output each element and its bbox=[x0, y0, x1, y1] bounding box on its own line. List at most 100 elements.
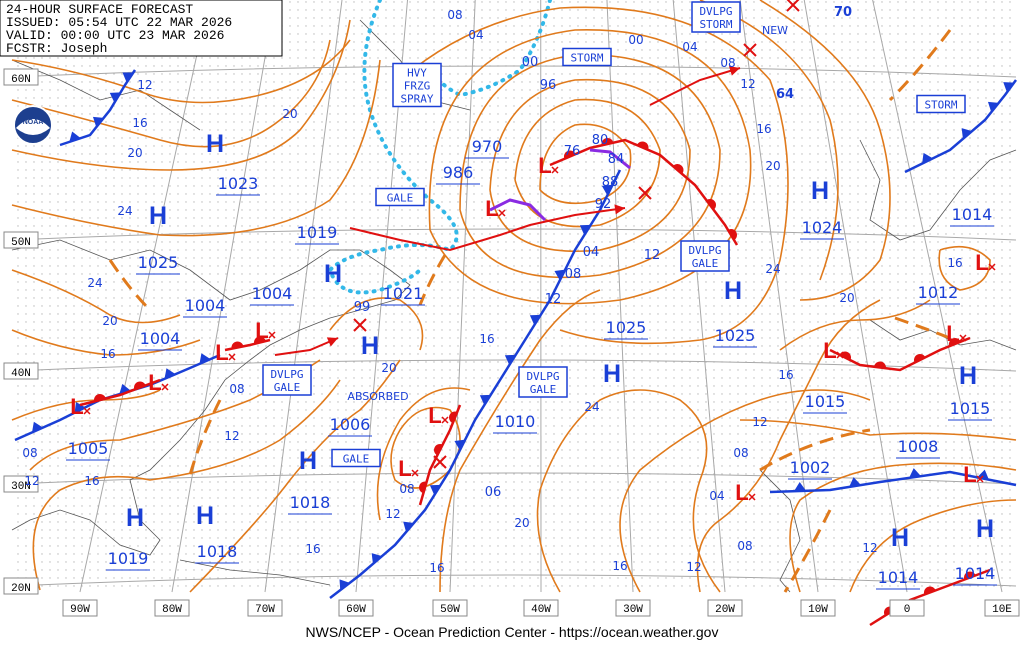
cold-front-pip bbox=[794, 482, 806, 492]
isobar-label: 20 bbox=[127, 146, 142, 160]
warning-text: STORM bbox=[570, 52, 603, 65]
isobar-label: 12 bbox=[686, 560, 701, 574]
cold-front-pip bbox=[961, 128, 973, 139]
pressure-label: 00 bbox=[522, 55, 539, 70]
cold-front-pip bbox=[849, 477, 861, 487]
isobar-label: 24 bbox=[87, 276, 102, 290]
warm-front-pip bbox=[449, 411, 458, 424]
isobar-label: 16 bbox=[132, 116, 147, 130]
pressure-label: 1002 bbox=[790, 458, 831, 477]
low-x bbox=[498, 209, 506, 217]
meridian bbox=[739, 0, 819, 593]
cold-front-pip bbox=[122, 72, 134, 83]
meridian bbox=[606, 0, 634, 593]
warm-front bbox=[549, 138, 739, 246]
warning-text: GALE bbox=[343, 453, 370, 466]
pressure-label: 1025 bbox=[606, 318, 647, 337]
occluded-front bbox=[489, 198, 547, 222]
note: ABSORBED bbox=[347, 390, 408, 403]
isobar-label: 12 bbox=[740, 77, 755, 91]
warm-front bbox=[79, 378, 161, 407]
lon-label-box bbox=[889, 599, 925, 617]
isobar-label: 04 bbox=[709, 489, 724, 503]
lat-label-box bbox=[3, 231, 39, 249]
high-center: H bbox=[324, 260, 342, 288]
warning-text: STORM bbox=[924, 99, 957, 112]
pressure-label: 80 bbox=[592, 133, 609, 148]
high-center: H bbox=[126, 504, 144, 532]
header-box: 24-HOUR SURFACE FORECAST ISSUED: 05:54 U… bbox=[0, 0, 283, 57]
low-center: L bbox=[975, 250, 988, 275]
lon-label: 0 bbox=[904, 604, 911, 616]
meridian bbox=[803, 0, 908, 593]
high-center: H bbox=[603, 360, 621, 388]
occluded-front bbox=[589, 148, 631, 170]
lon-label-box bbox=[707, 599, 743, 617]
pressure-label: 1008 bbox=[898, 437, 939, 456]
warm-front-pip bbox=[134, 381, 146, 390]
isobar-label: 00 bbox=[628, 33, 643, 47]
cold-front-pip bbox=[977, 469, 989, 480]
cold-front-pip bbox=[109, 92, 121, 103]
header-forecaster: FCSTR: Joseph bbox=[6, 41, 107, 56]
lat-label-box bbox=[3, 68, 39, 86]
storm-track bbox=[649, 67, 741, 106]
isobar-label: 16 bbox=[778, 368, 793, 382]
low-x bbox=[959, 334, 967, 342]
isobar-label: 12 bbox=[752, 415, 767, 429]
lat-label: 40N bbox=[11, 368, 31, 380]
lon-label: 20W bbox=[715, 604, 735, 616]
cold-front-pip bbox=[579, 224, 591, 236]
cold-front-pip bbox=[504, 354, 516, 366]
low-x bbox=[83, 407, 91, 415]
pressure-label: 84 bbox=[608, 152, 625, 167]
warning-text: STORM bbox=[699, 18, 732, 31]
forecast-position bbox=[638, 186, 652, 200]
isobar-label: 20 bbox=[102, 314, 117, 328]
warning-text: DVLPG bbox=[688, 244, 721, 257]
cold-front-pip bbox=[32, 421, 43, 433]
warm-front-pip bbox=[706, 199, 716, 210]
pressure-label: 04 bbox=[583, 245, 600, 260]
pressure-label: 1014 bbox=[878, 568, 919, 587]
lon-label-box bbox=[62, 599, 98, 617]
meridian bbox=[264, 0, 343, 593]
isobar-label: 24 bbox=[117, 204, 132, 218]
lon-label-box bbox=[615, 599, 651, 617]
troughs bbox=[108, 29, 961, 593]
pressure-label: 1004 bbox=[140, 329, 181, 348]
high-center: H bbox=[891, 524, 909, 552]
isobar-label: 16 bbox=[947, 256, 962, 270]
storm-track-arrow bbox=[326, 337, 338, 347]
pressure-label: 1019 bbox=[297, 223, 338, 242]
meridian bbox=[872, 0, 1003, 593]
fronts bbox=[14, 66, 1018, 627]
lon-label: 10W bbox=[808, 604, 828, 616]
isobar-label: 16 bbox=[305, 542, 320, 556]
warning-box bbox=[392, 62, 442, 108]
low-center: L bbox=[70, 394, 83, 419]
warning-box bbox=[518, 366, 568, 398]
pressure-label: 970 bbox=[472, 137, 503, 156]
footer: NWS/NCEP - Ocean Prediction Center - htt… bbox=[306, 624, 719, 640]
pressure-label: 1005 bbox=[68, 439, 109, 458]
warning-box bbox=[691, 1, 741, 33]
isobar-label: 20 bbox=[282, 107, 297, 121]
cold-front-pip bbox=[554, 269, 566, 281]
pressure-label: 1023 bbox=[218, 174, 259, 193]
low-x bbox=[551, 166, 559, 174]
isobar-label: 16 bbox=[84, 474, 99, 488]
cold-front-pip bbox=[119, 383, 131, 395]
warning-text: DVLPG bbox=[526, 370, 559, 383]
low-center: L bbox=[215, 340, 228, 365]
low-center: L bbox=[735, 480, 748, 505]
cold-front bbox=[904, 79, 1018, 174]
isobar-label: 08 bbox=[399, 482, 414, 496]
forecast-position bbox=[786, 0, 800, 12]
isobar-label: 12 bbox=[224, 429, 239, 443]
meridian bbox=[79, 0, 210, 593]
cold-front-pip bbox=[601, 184, 613, 196]
lon-label-box bbox=[523, 599, 559, 617]
isobar-label: 08 bbox=[22, 446, 37, 460]
meridian bbox=[672, 0, 726, 593]
